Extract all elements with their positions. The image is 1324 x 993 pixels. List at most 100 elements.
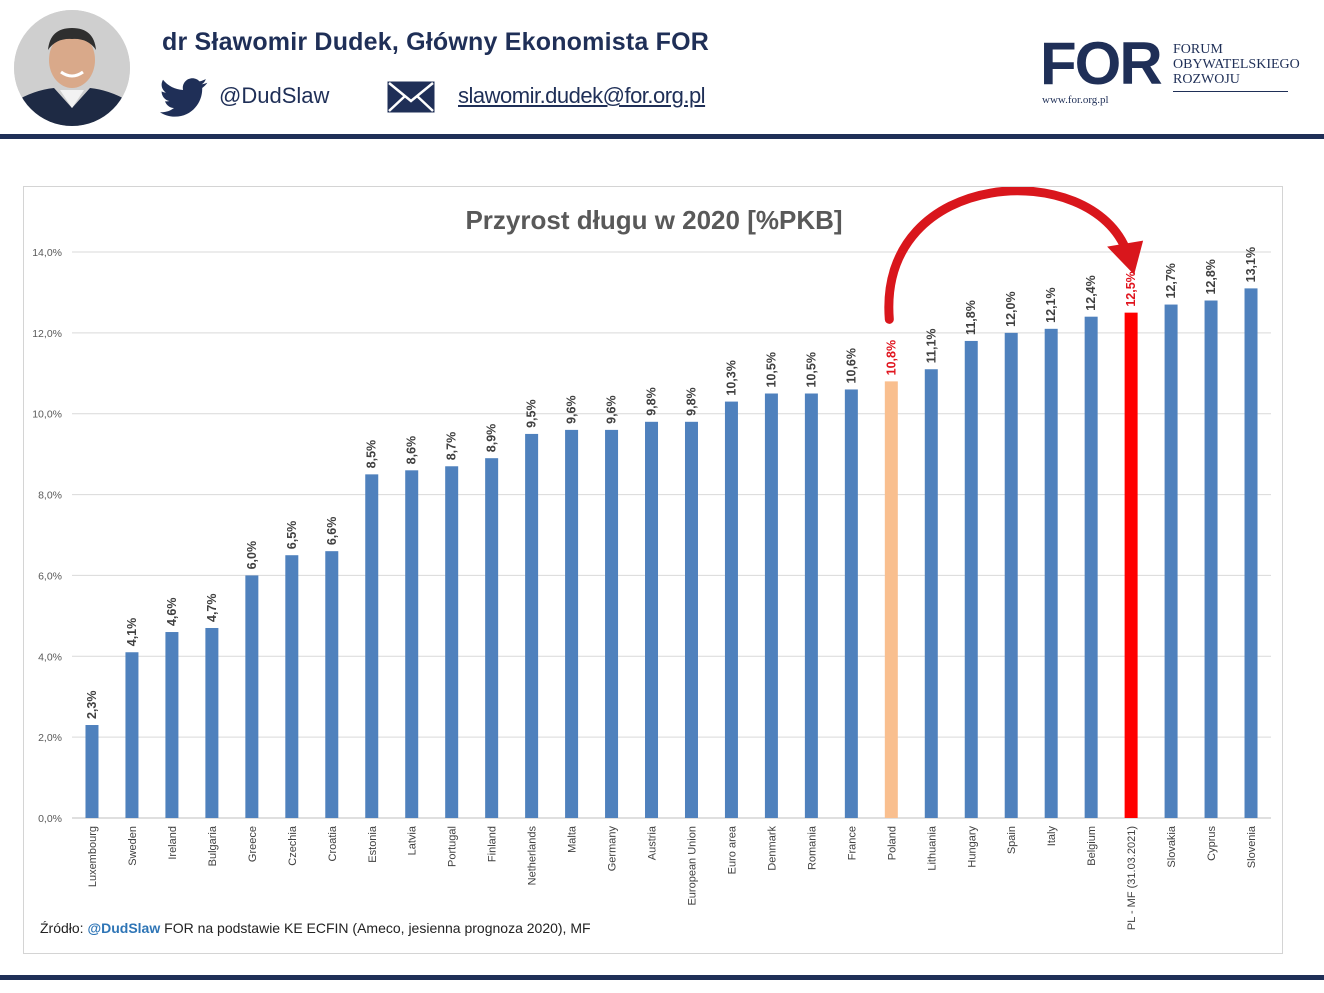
category-label: Belgium — [1086, 826, 1098, 866]
header-divider — [0, 134, 1324, 139]
category-label: Ireland — [167, 826, 179, 860]
logo-mark: FOR — [1040, 30, 1163, 97]
y-tick-label: 6,0% — [38, 570, 62, 582]
data-label: 4,1% — [125, 618, 139, 647]
bar-greece — [245, 575, 259, 818]
bar-czechia — [285, 555, 299, 818]
y-tick-label: 10,0% — [32, 409, 62, 421]
category-label: Denmark — [766, 826, 778, 871]
category-label: Spain — [1006, 826, 1018, 854]
annotation-arrow-shaft — [884, 187, 1132, 324]
logo-url: www.for.org.pl — [1042, 94, 1109, 106]
author-name: dr Sławomir Dudek, Główny Ekonomista FOR — [162, 28, 709, 56]
category-label: Slovenia — [1246, 825, 1258, 868]
twitter-handle-link[interactable]: @DudSlaw — [219, 83, 330, 108]
bar-malta — [565, 429, 579, 818]
data-label: 12,4% — [1084, 275, 1098, 310]
data-label: 8,9% — [485, 424, 499, 453]
category-label: Euro area — [726, 825, 738, 874]
bar-cyprus — [1204, 300, 1218, 818]
logo-line-1: FORUM — [1173, 42, 1223, 57]
category-label: Netherlands — [527, 826, 539, 886]
category-label: Austria — [647, 825, 659, 860]
category-label: France — [846, 826, 858, 860]
category-label: Bulgaria — [207, 825, 219, 866]
bar-croatia — [325, 551, 339, 818]
category-label: Sweden — [127, 826, 139, 866]
category-label: Malta — [567, 825, 579, 853]
for-logo: FOR FORUM OBYWATELSKIEGO ROZWOJU www.for… — [1040, 34, 1300, 113]
author-avatar — [14, 10, 130, 126]
y-tick-label: 8,0% — [38, 490, 62, 502]
bar-denmark — [764, 393, 778, 818]
y-tick-label: 4,0% — [38, 651, 62, 663]
bar-portugal — [445, 466, 459, 818]
category-label: Italy — [1046, 826, 1058, 847]
data-label: 8,5% — [365, 440, 379, 469]
data-label: 8,6% — [405, 436, 419, 465]
source-handle: @DudSlaw — [87, 920, 161, 936]
email-link[interactable]: slawomir.dudek@for.org.pl — [458, 83, 706, 108]
y-tick-label: 14,0% — [32, 247, 62, 259]
bar-slovakia — [1164, 304, 1178, 818]
bar-germany — [605, 429, 619, 818]
category-label: Poland — [886, 826, 898, 860]
data-label: 11,1% — [924, 328, 938, 363]
y-tick-label: 12,0% — [32, 328, 62, 340]
logo-line-2: OBYWATELSKIEGO — [1173, 57, 1300, 72]
footer-divider — [0, 975, 1324, 980]
category-label: Greece — [247, 826, 259, 862]
mail-icon[interactable] — [386, 80, 436, 114]
category-label: Luxembourg — [87, 826, 99, 887]
logo-divider — [1173, 91, 1288, 92]
bar-european-union — [684, 421, 698, 818]
category-label: Finland — [487, 826, 499, 862]
bar-sweden — [125, 652, 139, 818]
bar-spain — [1004, 332, 1018, 818]
category-label: Lithuania — [926, 825, 938, 871]
category-label: Croatia — [327, 825, 339, 861]
chart-title: Przyrost długu w 2020 [%PKB] — [465, 205, 842, 235]
bar-chart: Przyrost długu w 2020 [%PKB] 0,0% 2,0% 4,0%… — [32, 187, 1271, 930]
annotation-arrow-head — [1107, 240, 1144, 275]
bar-france — [844, 389, 858, 818]
data-label: 9,6% — [605, 395, 619, 424]
bar-romania — [804, 393, 818, 818]
category-label: European Union — [686, 826, 698, 906]
category-label: Germany — [607, 826, 619, 872]
twitter-icon[interactable] — [160, 78, 208, 118]
data-label: 9,8% — [645, 387, 659, 416]
data-label: 13,1% — [1244, 247, 1258, 282]
bar-hungary — [964, 340, 978, 818]
bar-italy — [1044, 328, 1058, 818]
data-label: 10,6% — [844, 348, 858, 383]
source-text: FOR na podstawie KE ECFIN (Ameco, jesien… — [164, 920, 591, 936]
data-label: 12,1% — [1044, 287, 1058, 322]
data-label: 10,8% — [884, 340, 898, 375]
bar-estonia — [365, 474, 379, 818]
bar-euro-area — [724, 401, 738, 818]
data-label: 9,6% — [565, 395, 579, 424]
data-label: 12,0% — [1004, 291, 1018, 326]
category-label: Romania — [806, 825, 818, 870]
header: dr Sławomir Dudek, Główny Ekonomista FOR… — [0, 0, 1324, 140]
data-label: 2,3% — [85, 691, 99, 720]
bar-austria — [645, 421, 659, 818]
bar-netherlands — [525, 433, 539, 818]
category-label: Cyprus — [1206, 826, 1218, 861]
data-label: 8,7% — [445, 432, 459, 461]
bar-lithuania — [924, 369, 938, 818]
bar-poland — [884, 381, 898, 818]
category-label: Czechia — [287, 825, 299, 866]
data-label: 6,6% — [325, 517, 339, 546]
category-label: Slovakia — [1166, 825, 1178, 867]
bar-bulgaria — [205, 627, 219, 818]
data-label: 12,7% — [1164, 263, 1178, 298]
category-label: PL - MF (31.03.2021) — [1126, 826, 1138, 930]
bar-finland — [485, 458, 499, 818]
logo-line-3: ROZWOJU — [1173, 72, 1240, 87]
data-label: 10,3% — [724, 360, 738, 395]
data-label: 6,5% — [285, 521, 299, 550]
logo-text: FORUM OBYWATELSKIEGO ROZWOJU — [1173, 42, 1300, 87]
category-label: Hungary — [966, 826, 978, 868]
